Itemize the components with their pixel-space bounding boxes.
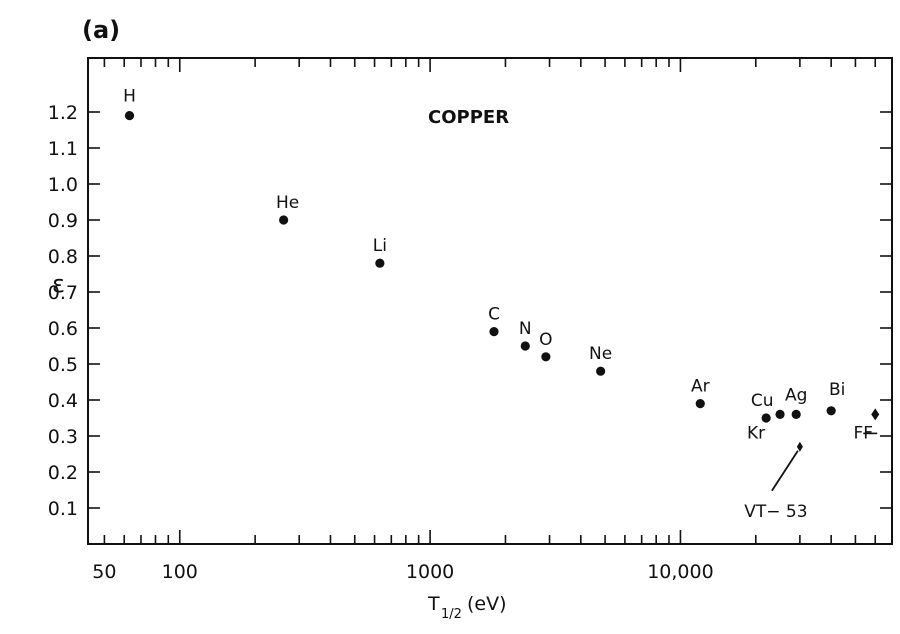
point-marker [826, 406, 836, 416]
point-marker [796, 441, 803, 452]
point-leader [771, 450, 799, 492]
point-label: Li [373, 236, 387, 256]
point-label: FF [853, 423, 873, 443]
y-tick-label: 1.1 [48, 138, 78, 160]
point-marker [375, 258, 385, 268]
point-label: Ag [785, 385, 807, 405]
y-tick-label: 0.9 [48, 210, 78, 232]
point-label: Ar [691, 377, 710, 397]
panel-label: (a) [82, 16, 120, 44]
point-marker [541, 352, 551, 362]
point-label: VT− 53 [744, 502, 807, 522]
y-tick-label: 0.5 [48, 354, 78, 376]
point-marker [124, 111, 135, 121]
data-point-vt-53: VT− 53 [744, 441, 808, 522]
x-tick-label: 100 [162, 561, 198, 583]
chart-title: COPPER [428, 107, 509, 128]
data-point-kr: Kr [747, 409, 785, 443]
data-point-ar: Ar [691, 377, 710, 409]
point-marker [775, 409, 785, 419]
axis-ticks [88, 58, 893, 544]
x-tick-label: 1000 [406, 561, 454, 583]
x-tick-labels: 50 100 1000 10,000 [92, 561, 713, 583]
y-tick-label: 1.2 [48, 102, 78, 124]
point-marker [871, 408, 880, 421]
data-point-ff: FF [853, 408, 880, 443]
point-marker [761, 413, 771, 423]
y-tick-label: 1.0 [48, 174, 78, 196]
data-point-cu: Cu [751, 391, 774, 423]
point-marker [489, 327, 499, 337]
point-label: Bi [829, 380, 845, 400]
point-marker [279, 215, 289, 225]
y-tick-label: 0.3 [48, 426, 78, 448]
y-tick-label: 0.7 [48, 282, 78, 304]
y-tick-labels: 0.1 0.2 0.3 0.4 0.5 0.6 0.7 0.8 0.9 1.0 1.1 1.2 [48, 102, 78, 520]
point-marker [695, 399, 705, 409]
point-label: Kr [747, 423, 765, 443]
point-label: Ne [589, 344, 612, 364]
point-label: O [539, 330, 552, 350]
x-axis-label: T 1/2 (eV) [427, 593, 507, 622]
data-point-ne: Ne [589, 344, 612, 376]
x-tick-label: 10,000 [647, 561, 713, 583]
data-point-n: N [519, 319, 532, 351]
point-label: Cu [751, 391, 774, 411]
data-point-c: C [488, 305, 500, 337]
data-point-ag: Ag [785, 385, 807, 419]
data-point-he: He [276, 193, 299, 225]
data-point-bi: Bi [826, 380, 845, 416]
point-marker [791, 409, 801, 419]
y-tick-label: 0.2 [48, 462, 78, 484]
y-tick-label: 0.1 [48, 498, 78, 520]
point-label: C [488, 305, 500, 325]
x-axis-label-main: T [427, 593, 440, 615]
plot-frame [87, 57, 893, 545]
y-tick-label: 0.8 [48, 246, 78, 268]
x-tick-label: 50 [92, 561, 116, 583]
point-label: N [519, 319, 532, 339]
data-point-o: O [539, 330, 553, 362]
y-tick-label: 0.6 [48, 318, 78, 340]
data-point-li: Li [373, 236, 387, 268]
x-axis-label-unit: (eV) [467, 593, 507, 615]
y-tick-label: 0.4 [48, 390, 78, 412]
point-label: H [123, 87, 136, 107]
point-label: He [276, 193, 299, 213]
data-points: H He Li CNO Ne Ar Cu Kr Ag Bi VT− 53 FF [123, 87, 880, 522]
y-axis-label: ε [52, 270, 65, 298]
point-marker [596, 366, 606, 376]
point-marker [520, 341, 530, 351]
data-point-h: H [123, 87, 136, 121]
x-axis-label-sub: 1/2 [441, 607, 462, 622]
